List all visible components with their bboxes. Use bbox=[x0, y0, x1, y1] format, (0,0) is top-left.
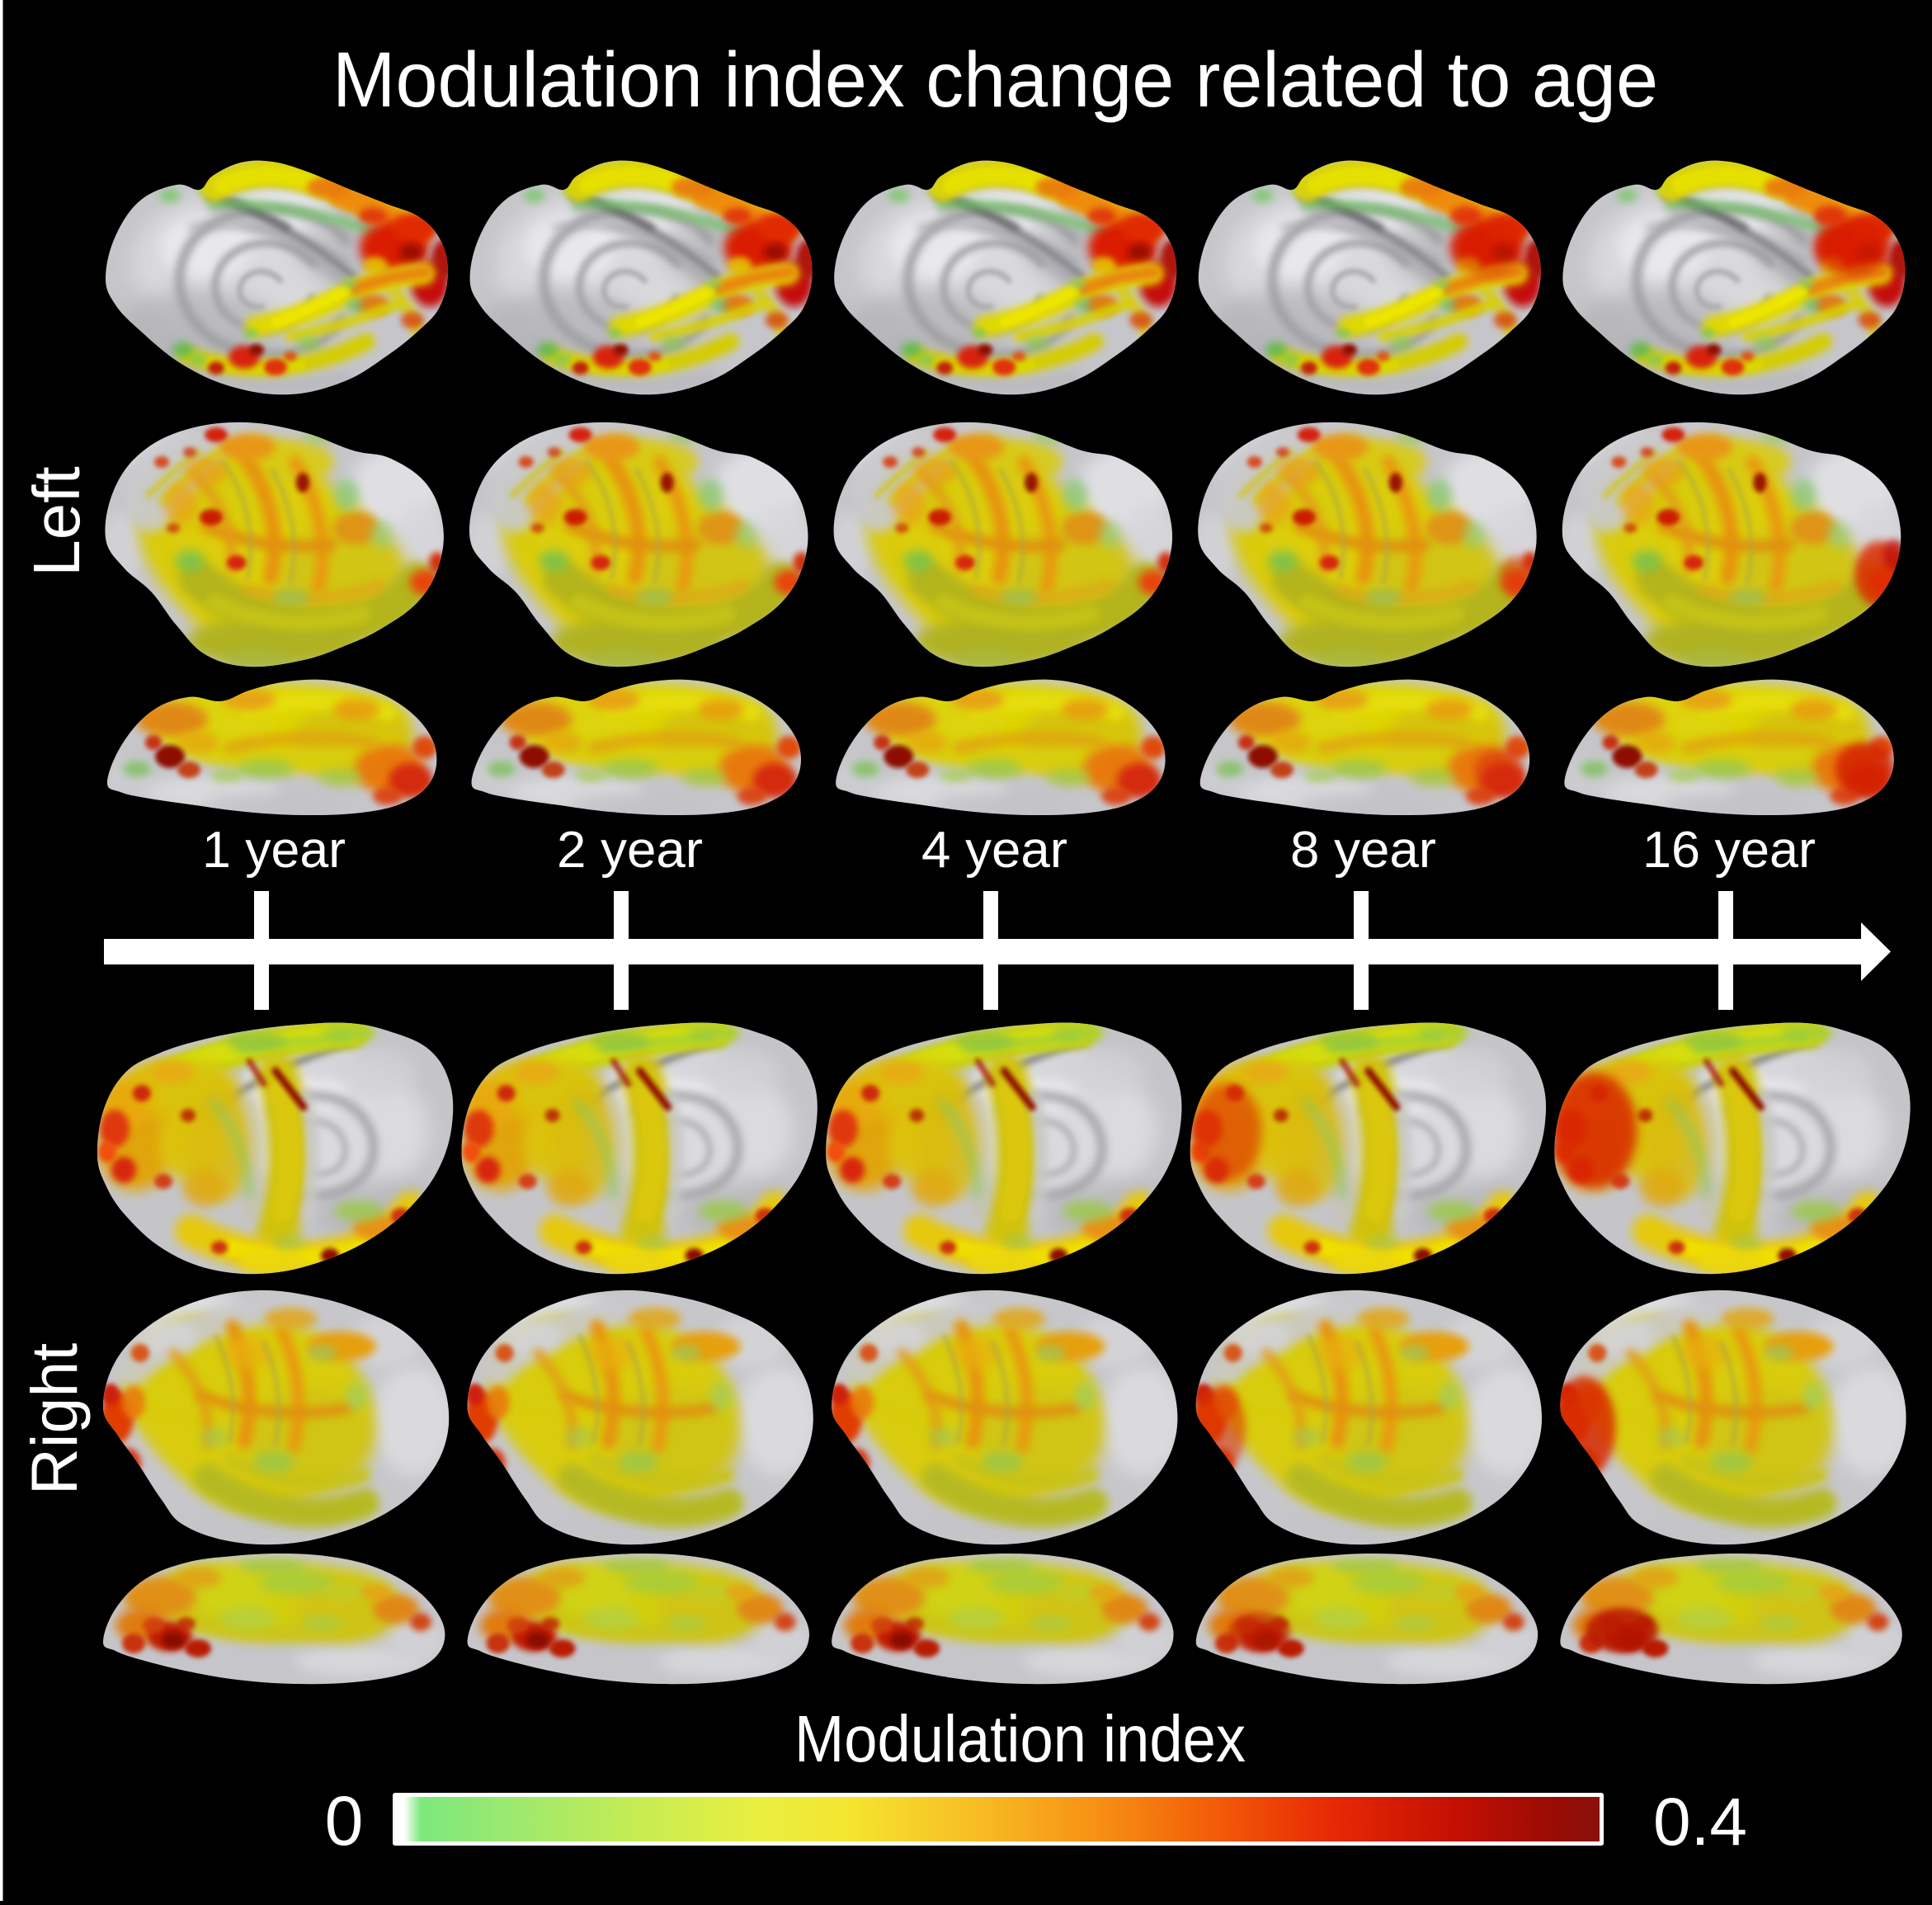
svg-text:4 year: 4 year bbox=[921, 822, 1067, 879]
svg-text:2 year: 2 year bbox=[557, 822, 703, 879]
svg-text:0.4: 0.4 bbox=[1653, 1785, 1747, 1860]
svg-text:Right: Right bbox=[17, 1343, 91, 1495]
svg-text:Left: Left bbox=[20, 466, 93, 576]
svg-text:8 year: 8 year bbox=[1290, 822, 1436, 879]
svg-text:1 year: 1 year bbox=[202, 822, 346, 879]
svg-text:Modulation index: Modulation index bbox=[794, 1702, 1246, 1775]
svg-text:0: 0 bbox=[325, 1782, 364, 1860]
svg-text:Modulation index change relate: Modulation index change related to age bbox=[332, 36, 1658, 124]
svg-text:16 year: 16 year bbox=[1642, 822, 1816, 879]
